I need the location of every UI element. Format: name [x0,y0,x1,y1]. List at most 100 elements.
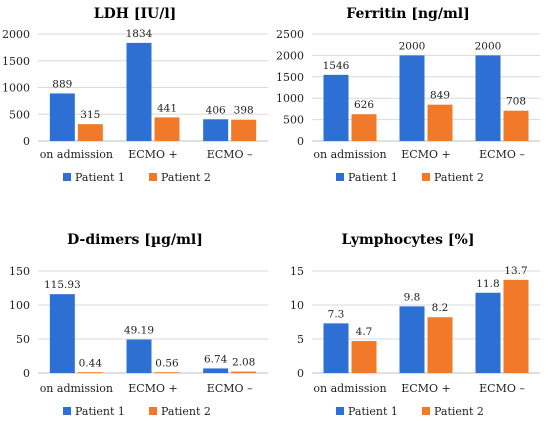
x-tick-label: ECMO – [207,382,253,395]
x-tick-label: on admission [40,148,113,161]
y-tick-label: 0 [297,135,304,148]
bar-patient1 [49,294,75,373]
bar-patient1 [323,323,349,373]
data-label: 441 [157,102,177,114]
data-label: 9.8 [404,291,421,303]
y-tick-label: 1500 [276,71,304,84]
data-label: 2.08 [232,357,255,369]
bar-patient2 [351,341,377,373]
y-tick-label: 2000 [276,49,304,62]
legend-label: Patient 2 [161,171,211,184]
x-tick-label: on admission [313,382,386,395]
bar-patient2 [427,104,453,141]
y-tick-label: 15 [290,265,304,278]
x-tick-label: ECMO – [479,382,525,395]
chart-title: LDH [IU/l] [94,6,177,22]
legend-label: Patient 2 [161,405,211,418]
y-tick-label: 2000 [2,28,30,41]
chart-panel-3: D-dimers [µg/ml] 0 50 100 150 115.93 0.44 on ad… [9,232,268,418]
bar-patient2 [231,371,257,373]
y-tick-label: 1000 [276,92,304,105]
y-tick-label: 1000 [2,82,30,95]
x-tick-label: ECMO + [401,382,450,395]
legend-label: Patient 1 [75,171,125,184]
data-label: 315 [80,109,100,121]
x-tick-label: ECMO + [401,148,450,161]
y-tick-label: 2500 [276,28,304,41]
legend-label: Patient 2 [434,171,484,184]
y-tick-label: 0 [23,367,30,380]
chart-title: D-dimers [µg/ml] [67,232,203,248]
bar-patient2 [77,124,103,141]
data-label: 6.74 [204,353,228,365]
chart-panel-2: Ferritin [ng/ml] 0 500 1000 1500 2000 2500 1546… [276,6,540,184]
data-label: 406 [206,104,226,116]
bar-patient2 [154,372,180,373]
bar-patient2 [503,110,529,141]
y-tick-label: 10 [290,299,304,312]
data-label: 2000 [475,40,502,52]
legend-label: Patient 2 [434,405,484,418]
data-label: 11.8 [476,278,499,290]
y-tick-label: 1500 [2,55,30,68]
data-label: 4.7 [356,326,373,338]
bar-patient2 [77,372,103,373]
chart-title: Ferritin [ng/ml] [346,6,469,22]
data-label: 398 [234,105,254,117]
bar-patient2 [503,279,529,373]
legend-swatch-patient1 [63,173,71,181]
y-tick-label: 500 [283,114,304,127]
data-label: 708 [506,96,526,108]
y-tick-label: 0 [297,367,304,380]
y-tick-label: 50 [16,333,30,346]
bar-patient1 [203,368,229,373]
data-label: 2000 [399,40,426,52]
bar-patient1 [475,292,501,373]
legend-label: Patient 1 [348,405,398,418]
bar-patient1 [49,93,75,141]
legend-label: Patient 1 [348,171,398,184]
y-tick-label: 5 [297,333,304,346]
data-label: 1834 [126,28,153,40]
bar-patient1 [126,42,152,142]
legend-swatch-patient1 [336,173,344,181]
bar-patient1 [399,55,425,141]
legend-swatch-patient2 [149,173,157,181]
data-label: 7.3 [328,308,345,320]
x-tick-label: ECMO – [207,148,253,161]
data-label: 13.7 [504,265,527,277]
bar-patient2 [427,317,453,373]
data-label: 115.93 [44,279,81,291]
x-tick-label: on admission [40,382,113,395]
data-label: 49.19 [124,325,154,337]
chart-panel-1: LDH [IU/l] 0 500 1000 1500 2000 889 315 on admis… [2,6,268,184]
data-label: 0.44 [79,358,103,370]
bar-patient1 [203,119,229,141]
data-label: 849 [430,90,450,102]
chart-panel-4: Lymphocytes [%] 0 5 10 15 7.3 4.7 on admission 9… [290,232,540,418]
x-tick-label: ECMO + [128,382,177,395]
bar-patient2 [351,114,377,141]
y-tick-label: 100 [9,299,30,312]
chart-title: Lymphocytes [%] [342,232,475,248]
bar-patient1 [399,306,425,373]
y-tick-label: 0 [23,135,30,148]
bar-patient2 [231,119,257,141]
x-tick-label: ECMO + [128,148,177,161]
bar-patient1 [126,339,152,373]
x-tick-label: ECMO – [479,148,525,161]
x-tick-label: on admission [313,148,386,161]
bar-patient2 [154,117,180,141]
data-label: 1546 [323,60,350,72]
data-label: 0.56 [155,358,179,370]
data-label: 889 [52,78,72,90]
bar-patient1 [323,74,349,141]
legend-label: Patient 1 [75,405,125,418]
data-label: 626 [354,99,374,111]
legend-swatch-patient1 [336,407,344,415]
bar-patient1 [475,55,501,141]
legend-swatch-patient1 [63,407,71,415]
legend-swatch-patient2 [422,173,430,181]
y-tick-label: 500 [9,108,30,121]
